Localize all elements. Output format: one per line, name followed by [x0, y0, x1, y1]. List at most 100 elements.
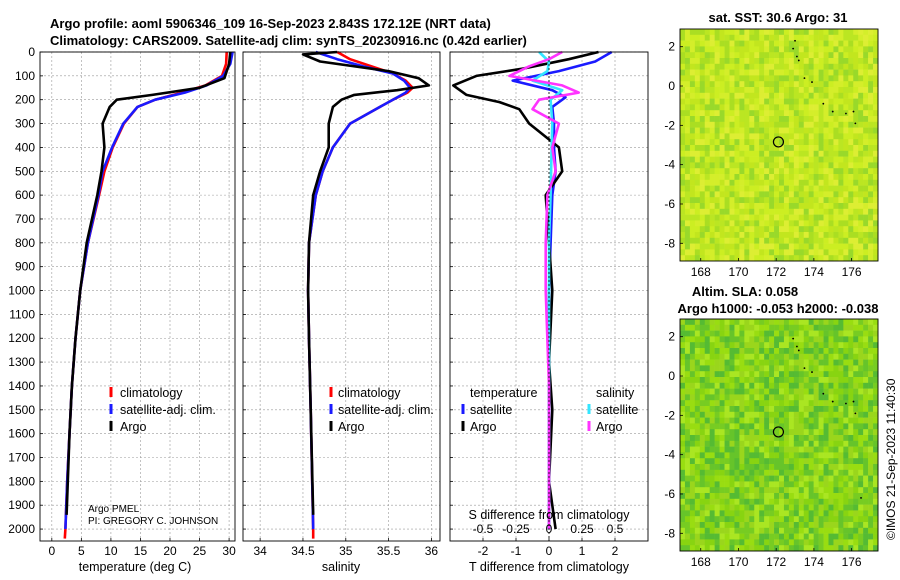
map-cell: [704, 29, 710, 36]
map-cell: [759, 469, 765, 476]
map-cell: [729, 527, 735, 534]
map-cell: [813, 249, 819, 256]
map-cell: [828, 249, 834, 256]
x-tick-label: -2: [478, 544, 489, 558]
map-cell: [843, 69, 849, 76]
map-cell: [843, 133, 849, 140]
map-cell: [714, 365, 720, 372]
map-cell: [764, 98, 770, 105]
map-cell: [788, 533, 795, 540]
map-cell: [719, 197, 725, 204]
map-cell: [704, 63, 710, 70]
map-cell: [699, 110, 706, 117]
map-cell: [818, 342, 824, 349]
island-mark: [796, 55, 798, 58]
map-cell: [843, 342, 849, 349]
map-cell: [689, 481, 696, 488]
map-cell: [823, 411, 829, 418]
map-cell: [833, 52, 839, 59]
map-cell: [724, 116, 730, 123]
map-cell: [764, 110, 770, 117]
map-cell: [823, 237, 829, 244]
map-cell: [689, 179, 696, 186]
map-cell: [739, 533, 745, 540]
map-cell: [818, 174, 824, 181]
map-cell: [863, 464, 869, 471]
map-cell: [680, 510, 686, 517]
map-cell: [749, 539, 755, 546]
map-cell: [694, 469, 701, 476]
map-cell: [848, 324, 854, 331]
map-cell: [759, 179, 765, 186]
map-cell: [739, 127, 745, 134]
map-cell: [749, 487, 755, 494]
map-cell: [813, 237, 819, 244]
map-cell: [838, 92, 844, 99]
map-cell: [833, 382, 839, 389]
map-cell: [689, 81, 696, 88]
map-cell: [838, 162, 844, 169]
map-cell: [783, 527, 790, 534]
map-cell: [848, 150, 854, 157]
map-cell: [803, 400, 809, 407]
map-cell: [774, 69, 780, 76]
map-cell: [764, 156, 770, 163]
map-cell: [729, 406, 735, 413]
map-cell: [808, 545, 814, 552]
map-cell: [739, 174, 745, 181]
map-cell: [774, 40, 780, 47]
map-cell: [734, 75, 740, 82]
map-cell: [680, 116, 686, 123]
map-cell: [798, 127, 805, 134]
map-cell: [684, 191, 691, 198]
map-cell: [764, 452, 770, 459]
map-cell: [764, 197, 770, 204]
map-cell: [779, 255, 785, 262]
map-cell: [764, 162, 770, 169]
map-cell: [818, 179, 824, 186]
map-cell: [764, 81, 770, 88]
map-cell: [680, 121, 686, 128]
map-cell: [729, 75, 735, 82]
map-cell: [754, 365, 760, 372]
map-cell: [798, 487, 805, 494]
map-cell: [769, 121, 775, 128]
map-cell: [779, 237, 785, 244]
map-cell: [724, 156, 730, 163]
map-cell: [788, 58, 795, 65]
map-cell: [868, 510, 874, 517]
map-cell: [744, 121, 750, 128]
map-cell: [769, 464, 775, 471]
map-cell: [813, 58, 819, 65]
map-cell: [868, 203, 874, 210]
map-cell: [709, 388, 715, 395]
map-cell: [823, 150, 829, 157]
map-cell: [843, 394, 849, 401]
map-cell: [704, 458, 710, 465]
map-cell: [684, 324, 691, 331]
map-cell: [684, 58, 691, 65]
map-cell: [689, 411, 696, 418]
map-cell: [714, 539, 720, 546]
map-cell: [774, 522, 780, 529]
map-cell: [828, 69, 834, 76]
map-cell: [818, 214, 824, 221]
map-cell: [863, 63, 869, 70]
map-cell: [808, 208, 814, 215]
map-cell: [793, 516, 800, 523]
map-cell: [694, 92, 701, 99]
map-cell: [873, 469, 879, 476]
map-cell: [689, 34, 696, 41]
map-cell: [868, 342, 874, 349]
map-cell: [788, 348, 795, 355]
map-cell: [749, 52, 755, 59]
map-cell: [769, 365, 775, 372]
map-cell: [833, 377, 839, 384]
map-cell: [813, 156, 819, 163]
map-cell: [828, 533, 834, 540]
map-cell: [734, 348, 740, 355]
map-cell: [853, 353, 859, 360]
map-cell: [788, 336, 795, 343]
map-cell: [823, 504, 829, 511]
map-cell: [813, 533, 819, 540]
